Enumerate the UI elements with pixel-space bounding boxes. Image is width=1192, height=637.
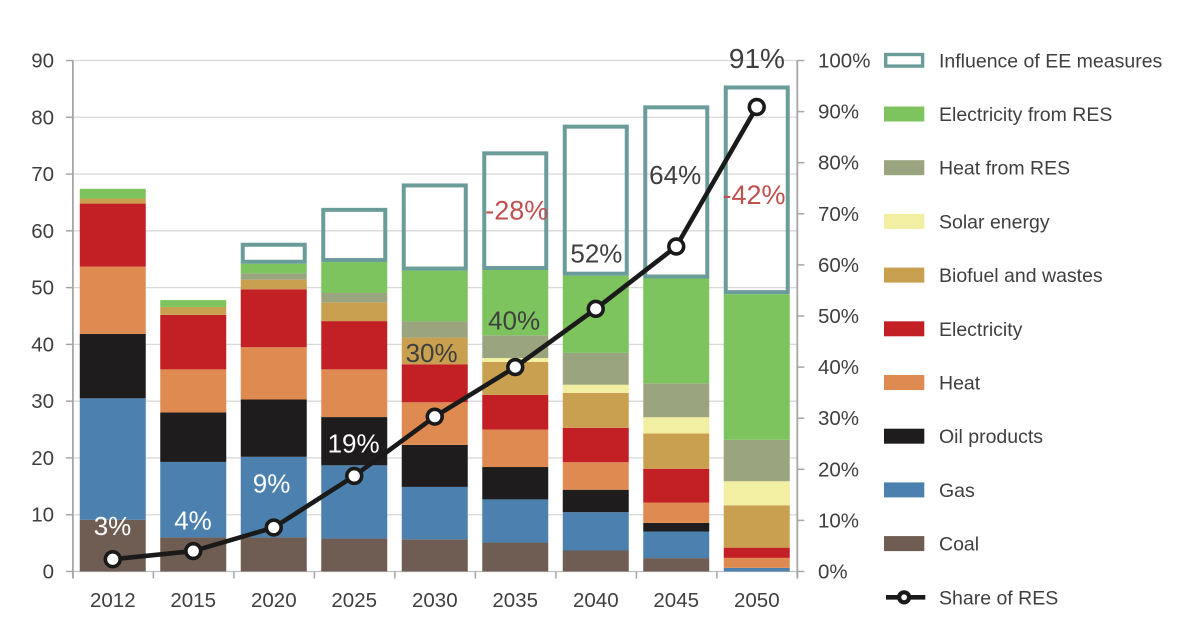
svg-text:50%: 50% (818, 305, 859, 328)
svg-text:20%: 20% (818, 458, 859, 481)
svg-text:80%: 80% (818, 152, 859, 175)
svg-text:90%: 90% (818, 101, 859, 124)
svg-text:64%: 64% (649, 160, 701, 190)
svg-text:60%: 60% (818, 254, 859, 277)
svg-text:0: 0 (43, 561, 54, 584)
svg-text:-28%: -28% (485, 196, 548, 226)
svg-text:30%: 30% (406, 338, 458, 368)
svg-text:Share of RES: Share of RES (939, 587, 1058, 609)
svg-text:2012: 2012 (90, 589, 136, 612)
svg-text:3%: 3% (94, 511, 132, 541)
svg-text:Biofuel and wastes: Biofuel and wastes (939, 265, 1103, 287)
svg-text:2045: 2045 (653, 589, 699, 612)
svg-text:20: 20 (31, 447, 54, 470)
svg-text:30%: 30% (818, 407, 859, 430)
svg-text:40%: 40% (818, 356, 859, 379)
svg-text:2040: 2040 (573, 589, 619, 612)
svg-text:10: 10 (31, 504, 54, 527)
svg-text:2015: 2015 (170, 589, 216, 612)
svg-text:2020: 2020 (251, 589, 297, 612)
svg-text:Oil products: Oil products (939, 426, 1043, 448)
svg-text:70: 70 (31, 163, 54, 186)
svg-text:52%: 52% (570, 238, 622, 268)
svg-text:-42%: -42% (722, 180, 785, 210)
svg-text:100%: 100% (818, 50, 870, 73)
svg-text:2035: 2035 (492, 589, 538, 612)
svg-text:2025: 2025 (331, 589, 377, 612)
svg-text:2030: 2030 (412, 589, 458, 612)
svg-text:80: 80 (31, 106, 54, 129)
svg-text:50: 50 (31, 277, 54, 300)
svg-text:19%: 19% (328, 428, 380, 458)
svg-text:Heat: Heat (939, 373, 981, 395)
svg-text:Electricity: Electricity (939, 319, 1023, 341)
svg-text:40%: 40% (488, 305, 540, 335)
svg-text:Solar energy: Solar energy (939, 211, 1050, 233)
svg-text:4%: 4% (174, 506, 212, 536)
svg-text:Influence of EE measures: Influence of EE measures (939, 50, 1163, 72)
svg-text:Coal: Coal (939, 534, 979, 556)
svg-text:Gas: Gas (939, 480, 975, 502)
svg-text:60: 60 (31, 220, 54, 243)
svg-text:0%: 0% (818, 561, 848, 584)
svg-text:Electricity from RES: Electricity from RES (939, 104, 1112, 126)
svg-text:9%: 9% (253, 469, 291, 499)
svg-text:2050: 2050 (734, 589, 780, 612)
svg-text:70%: 70% (818, 203, 859, 226)
svg-text:30: 30 (31, 390, 54, 413)
svg-text:10%: 10% (818, 509, 859, 532)
svg-text:90: 90 (31, 50, 54, 73)
svg-text:40: 40 (31, 333, 54, 356)
svg-text:91%: 91% (729, 43, 785, 74)
svg-text:Heat from RES: Heat from RES (939, 158, 1070, 180)
